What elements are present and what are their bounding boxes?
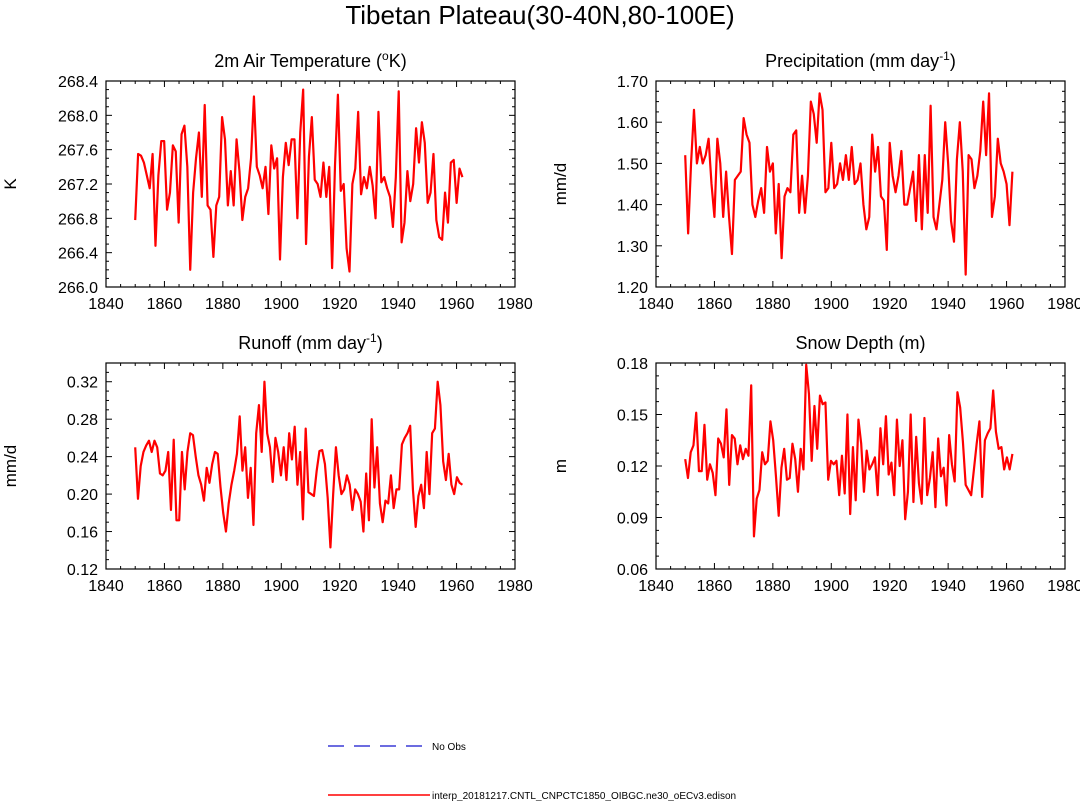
y-tick-label: 266.4	[58, 246, 98, 263]
plot-frame	[105, 362, 516, 570]
x-tick-label: 1860	[147, 296, 183, 313]
x-tick-label: 1980	[497, 578, 533, 595]
y-tick-label: 0.18	[617, 356, 648, 373]
x-tick-label: 1940	[380, 296, 416, 313]
panel-title-main: Snow Depth (m)	[795, 333, 925, 353]
x-tick-label: 1880	[755, 296, 791, 313]
x-tick-label: 1960	[989, 578, 1025, 595]
x-tick-label: 1900	[813, 578, 849, 595]
legend-label-obs: No Obs	[432, 742, 466, 753]
panel-title: Precipitation (mm day-1)	[765, 49, 956, 71]
panel-title-sup: o	[382, 49, 389, 63]
y-tick-label: 268.0	[58, 108, 98, 125]
x-tick-label: 1960	[989, 296, 1025, 313]
x-tick-label: 1840	[638, 578, 674, 595]
y-axis-label: m	[551, 459, 570, 473]
y-tick-label: 1.20	[617, 280, 648, 297]
series-line	[134, 380, 464, 549]
y-tick-label: 0.20	[67, 487, 98, 504]
y-tick-label: 1.70	[617, 74, 648, 91]
x-tick-label: 1940	[930, 578, 966, 595]
chart-panels: 2m Air Temperature (oK)1840 1860 1880 1900 1…	[1, 49, 1080, 595]
figure-title: Tibetan Plateau(30-40N,80-100E)	[345, 0, 734, 30]
legend-label-model: interp_20181217.CNTL_CNPCTC1850_OIBGC.ne…	[432, 791, 736, 801]
y-tick-label: 1.50	[617, 156, 648, 173]
panel-title-sup: -1	[366, 331, 377, 345]
y-tick-label: 266.0	[58, 280, 98, 297]
y-tick-label: 1.40	[617, 198, 648, 215]
y-axis-label: mm/d	[1, 445, 20, 488]
chart-panel-3: Snow Depth (m) 1840 1860 1880 1900 1920 1940 19…	[551, 333, 1080, 595]
plot-frame	[655, 80, 1066, 288]
x-tick-label: 1880	[205, 578, 241, 595]
y-tick-label: 0.32	[67, 375, 98, 392]
x-tick-label: 1880	[205, 296, 241, 313]
y-tick-label: 0.06	[617, 562, 648, 579]
panel-title-end: )	[377, 333, 383, 353]
panel-title-main: 2m Air Temperature (	[214, 51, 382, 71]
x-tick-label: 1840	[88, 578, 124, 595]
y-tick-label: 0.24	[67, 450, 98, 467]
y-tick-label: 267.6	[58, 143, 98, 160]
series-line	[134, 88, 464, 273]
plot-frame	[105, 80, 516, 288]
series-line	[684, 92, 1014, 276]
y-tick-label: 0.12	[617, 459, 648, 476]
y-tick-label: 266.8	[58, 211, 98, 228]
x-tick-label: 1860	[147, 578, 183, 595]
y-tick-label: 268.4	[58, 74, 98, 91]
y-tick-label: 267.2	[58, 177, 98, 194]
y-tick-label: 0.15	[617, 408, 648, 425]
x-tick-label: 1920	[872, 296, 908, 313]
x-tick-label: 1900	[263, 296, 299, 313]
panel-title-main: Runoff (mm day	[238, 333, 366, 353]
chart-panel-0: 2m Air Temperature (oK) 1840 1860 1880 1900 1…	[1, 49, 533, 313]
x-tick-label: 1860	[697, 296, 733, 313]
y-tick-label: 1.30	[617, 239, 648, 256]
x-tick-label: 1880	[755, 578, 791, 595]
panel-title-end: )	[950, 51, 956, 71]
x-tick-label: 1860	[697, 578, 733, 595]
y-axis-label: mm/d	[551, 163, 570, 206]
x-tick-label: 1920	[322, 578, 358, 595]
chart-panel-2: Runoff (mm day-1) 1840 1860 1880 1900 1920 194…	[1, 331, 533, 595]
x-tick-label: 1900	[813, 296, 849, 313]
y-tick-label: 0.12	[67, 562, 98, 579]
panel-title-main: Precipitation (mm day	[765, 51, 939, 71]
x-tick-label: 1960	[439, 578, 475, 595]
panel-title: Runoff (mm day-1)	[238, 331, 382, 353]
panel-title: Snow Depth (m)	[795, 333, 925, 353]
y-axis-label: K	[1, 178, 20, 190]
legend: No Obs interp_20181217.CNTL_CNPCTC1850_O…	[328, 742, 736, 801]
x-tick-label: 1940	[930, 296, 966, 313]
x-tick-label: 1840	[638, 296, 674, 313]
series-line	[684, 363, 1014, 538]
x-tick-label: 1840	[88, 296, 124, 313]
y-tick-label: 0.28	[67, 412, 98, 429]
x-tick-label: 1920	[322, 296, 358, 313]
panel-title-sup: -1	[939, 49, 950, 63]
y-tick-label: 0.16	[67, 525, 98, 542]
x-tick-label: 1920	[872, 578, 908, 595]
y-tick-label: 0.09	[617, 511, 648, 528]
chart-panel-1: Precipitation (mm day-1) 1840 1860 1880 1900…	[551, 49, 1080, 313]
panel-title-end: K)	[389, 51, 407, 71]
x-tick-label: 1980	[1047, 578, 1080, 595]
x-tick-label: 1980	[1047, 296, 1080, 313]
panel-title: 2m Air Temperature (oK)	[214, 49, 406, 71]
y-tick-label: 1.60	[617, 115, 648, 132]
x-tick-label: 1900	[263, 578, 299, 595]
x-tick-label: 1940	[380, 578, 416, 595]
x-tick-label: 1960	[439, 296, 475, 313]
x-tick-label: 1980	[497, 296, 533, 313]
